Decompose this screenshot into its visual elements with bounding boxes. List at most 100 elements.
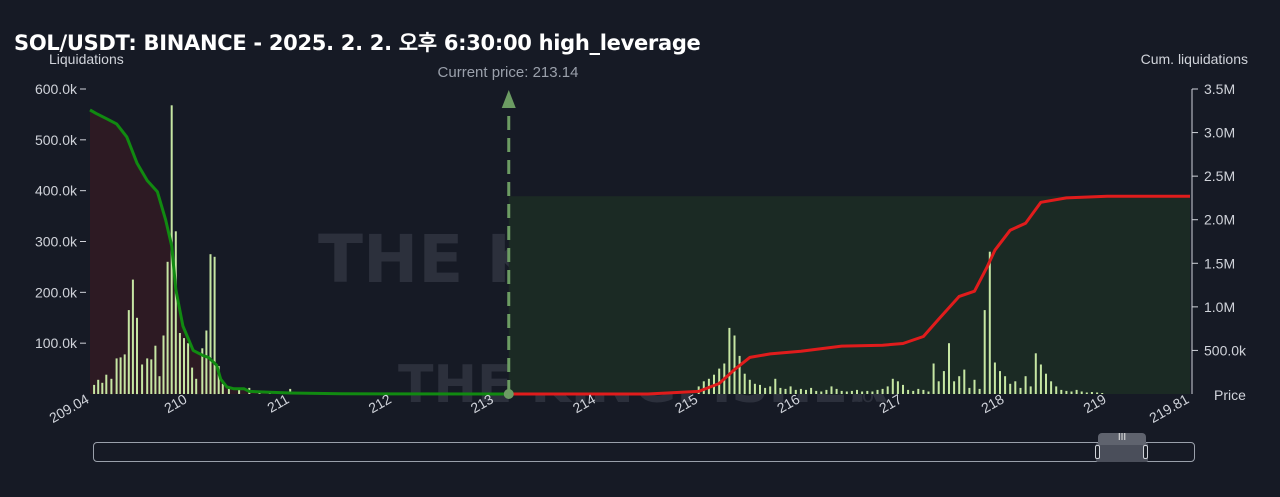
liquidation-bar [217, 366, 220, 394]
liquidation-bar [110, 378, 113, 395]
liquidation-bar [983, 310, 986, 394]
liquidation-bar [1101, 393, 1104, 394]
liquidation-bar [922, 389, 925, 394]
range-slider-right-handle[interactable] [1143, 445, 1148, 459]
liquidation-bar [1096, 392, 1099, 394]
long-liquidation-area [90, 109, 509, 395]
liquidation-bar [789, 386, 792, 394]
range-slider-left-handle[interactable] [1095, 445, 1100, 459]
liquidation-bar [759, 384, 761, 394]
liquidation-bar [958, 376, 961, 394]
liquidation-bar [794, 389, 797, 394]
liquidation-bar [876, 389, 879, 394]
right-axis-tick-label: 2.5M [1204, 168, 1235, 184]
liquidation-bar [1075, 389, 1078, 394]
liquidation-bar [861, 391, 864, 394]
liquidation-bar [1019, 387, 1022, 394]
range-slider-grip[interactable]: III [1098, 433, 1146, 445]
liquidation-bar [105, 374, 108, 394]
right-axis-tick-label: 500.0k [1204, 342, 1247, 358]
left-axis-ticks: 100.0k 200.0k 300.0k 400.0k 500.0k 600.0k [35, 81, 86, 351]
liquidation-bar [764, 387, 767, 394]
liquidation-bar [1029, 386, 1032, 394]
liquidation-bar [728, 327, 731, 394]
liquidation-bar [187, 343, 190, 394]
liquidation-bar [815, 390, 818, 394]
right-axis-title: Cum. liquidations [1140, 51, 1248, 67]
liquidation-bar [784, 388, 787, 394]
liquidation-bar [178, 333, 181, 394]
liquidation-bar [912, 390, 915, 394]
liquidation-bar [886, 386, 889, 394]
liquidation-bar [896, 381, 899, 394]
liquidation-bar [1004, 376, 1007, 394]
liquidation-bar [937, 381, 940, 394]
liquidation-bar [907, 389, 910, 394]
liquidation-bar [1090, 392, 1093, 394]
liquidation-bar [769, 386, 772, 394]
liquidation-bar [1085, 392, 1088, 394]
liquidation-bar [702, 381, 705, 394]
liquidation-bar [123, 354, 126, 394]
liquidation-bar [953, 381, 956, 394]
liquidation-bar [753, 383, 756, 394]
x-axis-tick-label: 209.04 [46, 391, 91, 426]
short-liquidation-area [508, 196, 1190, 394]
liquidation-bar [810, 387, 813, 394]
current-price-dot [503, 389, 514, 399]
range-slider-track[interactable] [93, 442, 1195, 462]
liquidation-bar [1014, 381, 1017, 394]
liquidation-bar [835, 388, 838, 394]
liquidation-bar [830, 386, 833, 394]
liquidation-bar [917, 388, 920, 394]
right-axis-tick-label: 3.5M [1204, 81, 1235, 97]
liquidation-bar [820, 391, 823, 394]
liquidation-bar [209, 254, 212, 394]
liquidation-bar [158, 376, 161, 394]
liquidation-bar [840, 390, 843, 394]
liquidation-bar [902, 384, 904, 394]
liquidation-bar [227, 388, 230, 394]
liquidation-bar [1060, 389, 1063, 394]
liquidation-bar [289, 388, 292, 394]
liquidation-bar [119, 357, 122, 394]
long-cumulative-line [89, 108, 509, 396]
x-axis-tick-label: 210 [161, 391, 189, 417]
liquidation-bar [141, 364, 144, 394]
liquidation-bar [891, 378, 894, 395]
liquidation-bar [154, 345, 157, 394]
liquidation-bar [825, 389, 828, 394]
liquidation-bar [238, 389, 241, 394]
liquidation-bar [968, 387, 971, 394]
liquidation-fills [90, 109, 1190, 395]
right-axis-ticks: 500.0k 1.0M 1.5M 2.0M 2.5M 3.0M 3.5M [1191, 81, 1247, 394]
liquidation-bar [221, 383, 224, 394]
liquidation-bar [1009, 383, 1012, 394]
liquidation-bar [1080, 391, 1083, 394]
current-price-arrow-icon [501, 90, 516, 108]
liquidation-bar [993, 362, 996, 394]
liquidation-bar [115, 358, 118, 394]
liquidation-bar [1034, 353, 1037, 394]
liquidation-bar [799, 388, 802, 394]
liquidation-bar [881, 388, 884, 394]
liquidation-bar [963, 369, 966, 394]
liquidation-bar [131, 279, 134, 394]
liquidation-bar [871, 391, 874, 394]
x-axis-tick-label: 218 [978, 391, 1006, 417]
liquidation-bar [205, 330, 208, 394]
right-axis-tick-label: 2.0M [1204, 212, 1235, 228]
short-cumulative-line [508, 194, 1190, 396]
liquidation-bar [101, 382, 104, 394]
right-axis-tick-label: 1.0M [1204, 299, 1235, 315]
liquidation-bar [97, 379, 100, 394]
liquidation-bar [191, 367, 194, 394]
x-axis-title: Price [1214, 387, 1246, 403]
liquidation-bar [1045, 373, 1047, 394]
range-slider-window[interactable] [1096, 443, 1148, 462]
liquidation-bar [718, 368, 721, 394]
right-axis-tick-label: 1.5M [1204, 255, 1235, 271]
liquidation-bar [166, 261, 169, 394]
liquidation-bar [999, 371, 1001, 394]
liquidation-bar [948, 343, 950, 394]
